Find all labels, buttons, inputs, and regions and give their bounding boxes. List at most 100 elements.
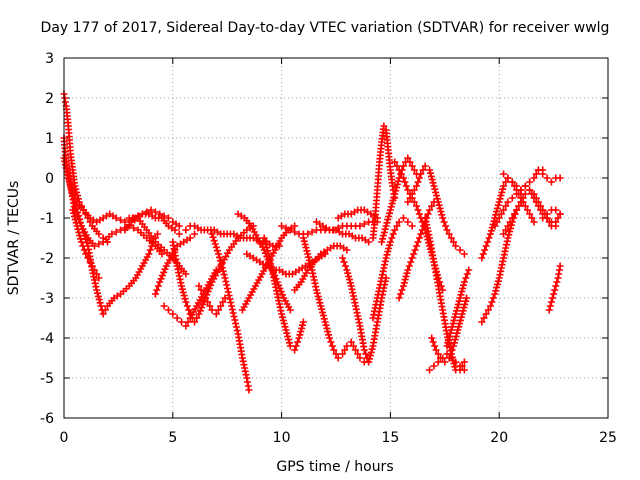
data-point	[452, 332, 460, 340]
data-point	[222, 278, 230, 285]
data-point	[279, 316, 287, 324]
data-point	[70, 195, 78, 203]
data-point	[392, 187, 400, 195]
data-point	[339, 254, 347, 262]
data-point	[394, 177, 402, 185]
data-point	[429, 338, 437, 346]
data-point	[67, 185, 75, 193]
data-point	[454, 326, 462, 334]
data-point	[209, 233, 217, 241]
data-point	[164, 214, 172, 222]
data-point	[551, 286, 559, 294]
data-point	[395, 294, 403, 302]
data-point	[263, 244, 271, 252]
data-point	[317, 302, 325, 310]
data-point	[70, 212, 78, 220]
data-point	[308, 228, 316, 236]
data-point	[77, 238, 85, 246]
data-point	[76, 232, 84, 240]
data-point	[161, 265, 169, 273]
data-point	[316, 299, 324, 307]
data-point	[410, 250, 418, 258]
data-point	[504, 198, 512, 206]
data-point	[458, 310, 466, 318]
data-point	[481, 246, 489, 254]
data-point	[298, 324, 306, 332]
data-point	[332, 350, 340, 358]
data-point	[291, 228, 299, 236]
data-point	[260, 234, 268, 242]
data-point	[446, 332, 454, 340]
y-tick-labels: -6 -5 -4 -3 -2 -1 0 1 2 3	[40, 51, 54, 427]
data-point	[410, 198, 418, 206]
data-point	[404, 186, 412, 194]
data-point	[112, 214, 120, 222]
data-point	[145, 250, 153, 258]
data-point	[441, 358, 449, 366]
data-point	[67, 182, 75, 190]
data-point	[321, 318, 329, 326]
y-tick-label: -4	[40, 331, 54, 347]
data-point	[282, 326, 290, 334]
data-point	[386, 238, 394, 246]
series-arc25	[369, 122, 399, 242]
data-point	[208, 230, 216, 238]
data-point	[534, 166, 542, 174]
data-point	[493, 218, 501, 226]
data-point	[462, 297, 470, 305]
data-point	[455, 323, 463, 331]
data-point	[304, 250, 312, 258]
data-point	[181, 295, 189, 303]
data-point	[343, 246, 351, 254]
data-point	[221, 294, 229, 302]
data-point	[552, 206, 560, 214]
data-point	[219, 298, 227, 306]
data-point	[191, 318, 199, 326]
data-point	[452, 310, 460, 318]
data-point	[94, 289, 102, 297]
series-arc4	[67, 182, 162, 318]
data-point	[178, 318, 186, 326]
x-tick-label: 0	[60, 430, 69, 446]
data-point	[291, 222, 299, 230]
data-point	[408, 190, 416, 198]
data-point	[121, 218, 129, 226]
data-point	[417, 230, 425, 238]
data-point	[539, 206, 547, 214]
data-point	[362, 350, 370, 358]
data-point	[421, 162, 429, 170]
data-point	[539, 170, 547, 178]
data-point	[443, 226, 451, 234]
data-point	[228, 302, 236, 310]
data-point	[130, 224, 138, 232]
data-point	[480, 314, 488, 322]
data-point	[478, 318, 486, 326]
data-point	[72, 201, 80, 209]
data-point	[457, 313, 465, 321]
data-point	[457, 291, 465, 299]
data-point	[508, 178, 516, 186]
data-point	[261, 237, 269, 245]
data-point	[408, 222, 416, 230]
data-point	[325, 331, 333, 339]
data-point	[456, 316, 464, 324]
series-arc12	[195, 282, 229, 318]
data-point	[160, 302, 168, 310]
data-point	[486, 230, 494, 238]
data-point	[215, 253, 223, 261]
data-point	[146, 246, 154, 254]
data-point	[510, 210, 518, 218]
data-point	[556, 174, 564, 182]
data-point	[487, 227, 495, 235]
data-point	[496, 195, 504, 203]
data-point	[379, 232, 387, 240]
data-point	[212, 243, 220, 251]
data-point	[318, 305, 326, 313]
data-point	[299, 318, 307, 326]
data-point	[499, 185, 507, 193]
data-point	[383, 219, 391, 227]
data-point	[523, 206, 531, 214]
data-point	[365, 358, 373, 366]
data-point	[408, 254, 416, 262]
y-tick-label: 0	[45, 171, 54, 187]
